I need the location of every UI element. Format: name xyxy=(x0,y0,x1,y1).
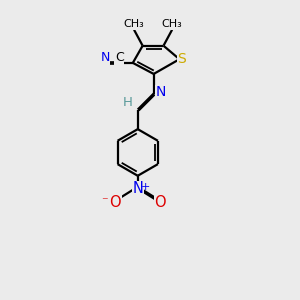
Text: O: O xyxy=(154,194,166,209)
Text: CH₃: CH₃ xyxy=(162,20,182,29)
Text: +: + xyxy=(141,182,150,192)
Text: ⁻: ⁻ xyxy=(101,195,108,208)
Text: CH₃: CH₃ xyxy=(124,20,144,29)
Text: N: N xyxy=(100,52,110,64)
Text: H: H xyxy=(122,96,132,109)
Text: N: N xyxy=(156,85,166,99)
Text: N: N xyxy=(133,181,144,196)
Text: C: C xyxy=(115,52,124,64)
Text: S: S xyxy=(178,52,186,66)
Text: O: O xyxy=(109,194,121,209)
